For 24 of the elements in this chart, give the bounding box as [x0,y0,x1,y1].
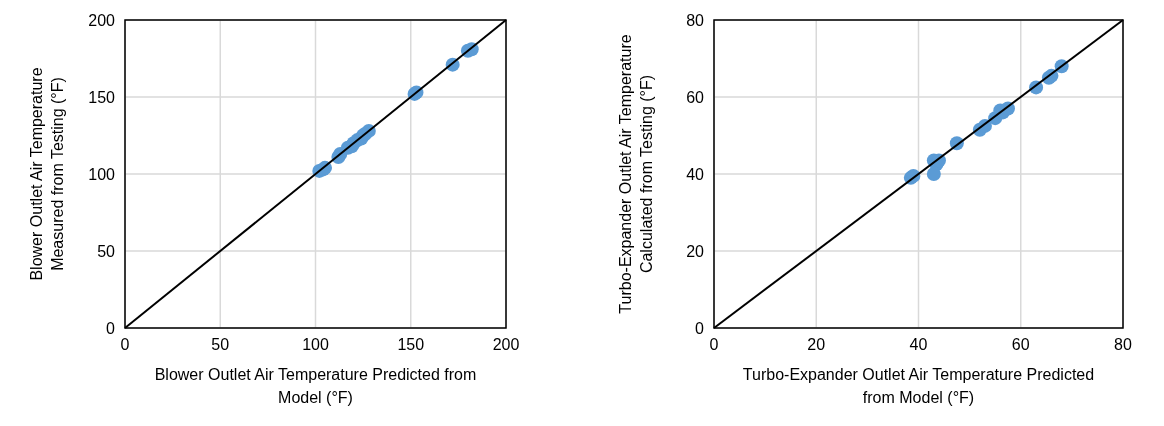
x-tick-label: 100 [302,336,329,353]
x-tick-label: 80 [1114,336,1132,353]
x-tick-label: 150 [397,336,425,353]
x-tick-label: 0 [120,336,130,353]
x-tick-label: 60 [1011,336,1030,353]
y-axis-title: Turbo-Expander Outlet Air Temperature Calculated from Testing (°F) [617,34,655,314]
y-tick-label: 80 [686,11,705,29]
y-tick-label: 40 [686,165,705,183]
x-tick-label: 20 [807,336,826,353]
x-tick-label: 50 [211,336,230,353]
y-axis-title: Blower Outlet Air Temperature Measured from Testing (°F) [28,67,66,281]
x-axis-title: Blower Outlet Air Temperature Predicted from Model (°F) [154,366,477,406]
y-tick-label: 20 [686,242,705,260]
x-tick-label: 0 [709,336,719,353]
y-tick-label: 50 [97,242,116,260]
x-axis-title: Turbo-Expander Outlet Air Temperature Predicted from Model (°F) [742,366,1095,406]
x-tick-label: 200 [492,336,520,353]
x-tick-label: 40 [909,336,928,353]
y-tick-label: 0 [695,319,705,337]
y-tick-label: 0 [106,319,116,337]
y-tick-label: 60 [686,88,705,106]
y-tick-label: 200 [88,11,116,29]
y-tick-label: 150 [88,88,116,106]
y-tick-label: 100 [88,165,116,183]
